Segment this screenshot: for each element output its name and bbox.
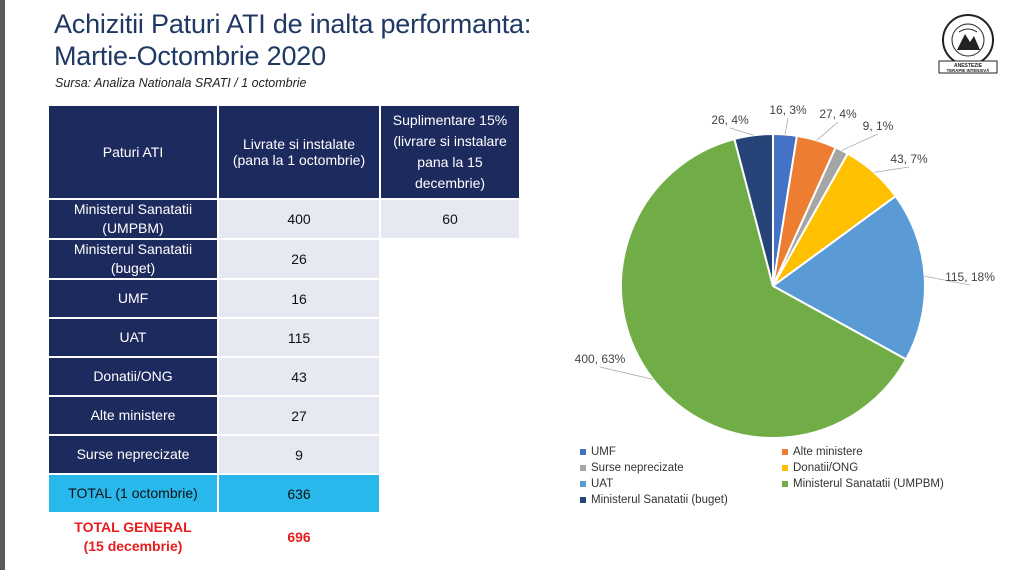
table-row: Ministerul Sanatatii (UMPBM) 400 60: [49, 200, 519, 238]
leader-line: [784, 117, 789, 135]
data-label: 27, 4%: [819, 107, 857, 121]
table-row: Alte ministere 27: [49, 397, 519, 434]
legend-swatch: [782, 480, 788, 487]
leader-line: [841, 133, 879, 151]
leader-line: [729, 127, 754, 136]
leader-line: [599, 366, 654, 380]
legend-item: Donatii/ONG: [782, 462, 858, 474]
legend-label: Ministerul Sanatatii (UMPBM): [793, 478, 944, 490]
source-note: Sursa: Analiza Nationala SRATI / 1 octom…: [55, 76, 307, 90]
table-row: Ministerul Sanatatii (buget) 26: [49, 240, 519, 278]
legend-swatch: [580, 480, 586, 487]
title-line-1: Achizitii Paturi ATI de inalta performan…: [54, 9, 532, 39]
window-edge: [0, 0, 5, 570]
row-value: 26: [219, 240, 379, 278]
title-line-2: Martie-Octombrie 2020: [54, 41, 326, 71]
row-label: Ministerul Sanatatii (UMPBM): [49, 200, 217, 238]
legend-label: Ministerul Sanatatii (buget): [591, 494, 728, 506]
svg-text:ANESTEZIE: ANESTEZIE: [954, 63, 983, 69]
row-label: Donatii/ONG: [49, 358, 217, 395]
legend-swatch: [782, 448, 788, 455]
pie-chart: 16, 3% 27, 4% 9, 1% 43, 7% 115, 18% 400, 63% 2…: [575, 103, 995, 439]
legend-label: Donatii/ONG: [793, 462, 859, 474]
data-label: 43, 7%: [890, 152, 928, 166]
table-header-row: Paturi ATI Livrate si instalate (pana la …: [49, 106, 519, 198]
table-row: Surse neprecizate 9: [49, 436, 519, 473]
legend-swatch: [580, 464, 586, 471]
row-label: UMF: [49, 280, 217, 317]
legend-label: UMF: [591, 446, 616, 458]
legend-item: Alte ministere: [782, 446, 863, 458]
row-label: UAT: [49, 319, 217, 356]
legend-label: Alte ministere: [793, 446, 863, 458]
legend-swatch: [782, 464, 788, 471]
row-value: 43: [219, 358, 379, 395]
legend-item: Ministerul Sanatatii (buget): [580, 494, 728, 506]
data-label: 400, 63%: [575, 352, 626, 366]
data-label: 16, 3%: [769, 103, 807, 117]
svg-text:TERAPIE INTENSIVĂ: TERAPIE INTENSIVĂ: [947, 68, 990, 73]
table-row: UAT 115: [49, 319, 519, 356]
legend-label: Surse neprecizate: [591, 462, 684, 474]
pie-slice-uat: [771, 194, 926, 361]
total-value: 636: [219, 475, 379, 512]
general-total-label: TOTAL GENERAL (15 decembrie): [74, 519, 192, 554]
leader-line: [816, 121, 839, 141]
total-row: TOTAL (1 octombrie) 636: [49, 475, 519, 512]
legend-item: Ministerul Sanatatii (UMPBM): [782, 478, 944, 490]
row-label: Surse neprecizate: [49, 436, 217, 473]
society-logo: ANESTEZIE TERAPIE INTENSIVĂ: [938, 14, 998, 74]
table-row: Donatii/ONG 43: [49, 358, 519, 395]
row-label: Alte ministere: [49, 397, 217, 434]
row-value: 400: [219, 200, 379, 238]
row-extra-value: 60: [381, 200, 519, 238]
data-label: 9, 1%: [863, 119, 894, 133]
row-value: 16: [219, 280, 379, 317]
legend-item: UAT: [580, 478, 613, 490]
leader-line: [873, 166, 910, 173]
legend-swatch: [580, 496, 586, 503]
pie-slice-ministerul-sanatatii-umpbm-: [620, 137, 908, 439]
row-value: 9: [219, 436, 379, 473]
general-total-row: TOTAL GENERAL (15 decembrie) 696: [49, 514, 519, 560]
header-livrate: Livrate si instalate (pana la 1 octombrie…: [219, 106, 379, 198]
legend-item: UMF: [580, 446, 616, 458]
legend-item: Surse neprecizate: [580, 462, 684, 474]
header-suplimentare: Suplimentare 15% (livrare si instalare pa…: [381, 106, 519, 198]
legend-swatch: [580, 448, 586, 455]
data-label: 26, 4%: [711, 113, 749, 127]
leader-line: [924, 275, 971, 286]
page-title: Achizitii Paturi ATI de inalta performan…: [54, 8, 531, 72]
row-value: 27: [219, 397, 379, 434]
row-label: Ministerul Sanatatii (buget): [49, 240, 217, 278]
total-label: TOTAL (1 octombrie): [49, 475, 217, 512]
header-paturi: Paturi ATI: [49, 106, 217, 198]
row-value: 115: [219, 319, 379, 356]
table-row: UMF 16: [49, 280, 519, 317]
legend-label: UAT: [591, 478, 614, 490]
general-total-value: 696: [287, 528, 311, 545]
data-label: 115, 18%: [945, 270, 995, 284]
beds-table: Paturi ATI Livrate si instalate (pana la …: [47, 104, 521, 562]
